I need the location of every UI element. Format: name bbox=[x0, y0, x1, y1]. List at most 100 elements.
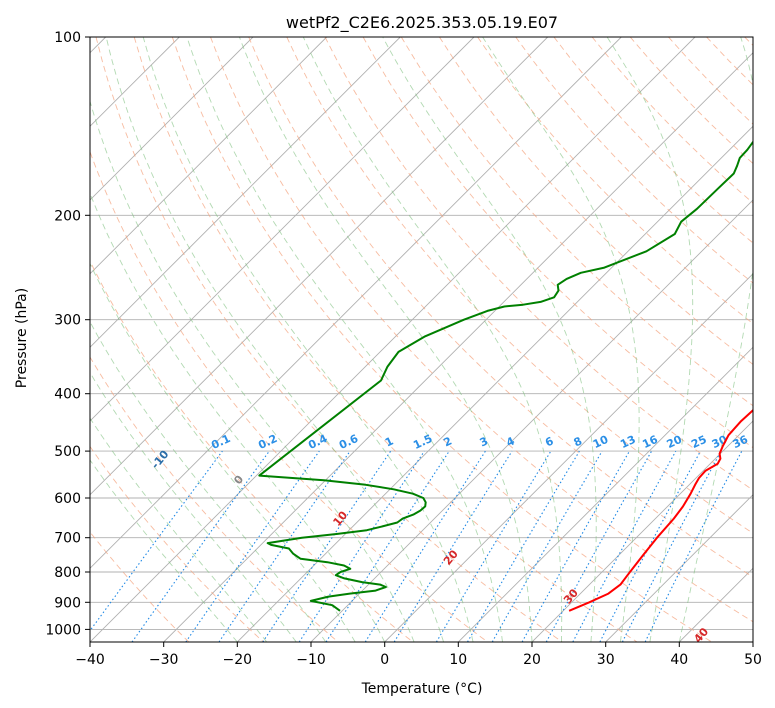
mixing-ratio-line bbox=[572, 450, 677, 642]
moist-adiabat-line bbox=[90, 320, 327, 642]
dry-adiabat-line bbox=[90, 445, 264, 642]
plot-area: 0.10.20.40.611.52346810131620253036-100-… bbox=[57, 37, 753, 642]
mixing-ratio-label: 0.1 bbox=[209, 432, 232, 452]
dewpoint-profile bbox=[258, 140, 753, 612]
y-tick-label: 300 bbox=[54, 313, 81, 329]
isotherm-line bbox=[90, 37, 696, 642]
moist-adiabat-line bbox=[606, 37, 694, 642]
dry-adiabat-line bbox=[324, 37, 753, 491]
isotherm-line bbox=[90, 37, 549, 496]
dry-adiabat-line bbox=[248, 37, 753, 578]
isotherm-line bbox=[236, 125, 753, 642]
y-tick-label: 600 bbox=[54, 491, 81, 507]
mixing-ratio-line bbox=[545, 450, 653, 642]
y-tick-label: 800 bbox=[54, 565, 81, 581]
moist-adiabat-line bbox=[90, 417, 268, 642]
y-axis-title: Pressure (hPa) bbox=[14, 288, 30, 388]
moist-adiabat-line bbox=[678, 37, 753, 642]
x-tick-label: −10 bbox=[296, 652, 326, 668]
x-tick-label: 20 bbox=[523, 652, 541, 668]
mixing-ratio-label: 36 bbox=[731, 433, 751, 451]
mixing-ratio-label: 25 bbox=[689, 433, 708, 451]
dry-adiabat-label: 20 bbox=[441, 547, 461, 567]
x-tick-label: −30 bbox=[149, 652, 179, 668]
isotherm-line bbox=[90, 37, 328, 275]
x-tick-label: 30 bbox=[597, 652, 615, 668]
mixing-ratio-line bbox=[298, 450, 425, 642]
dry-adiabat-line bbox=[744, 37, 753, 47]
x-tick-label: −20 bbox=[223, 652, 253, 668]
moist-adiabat-line bbox=[90, 192, 386, 642]
dry-adiabat-line bbox=[171, 37, 712, 642]
moist-adiabat-line bbox=[142, 37, 474, 642]
mixing-ratio-label: 10 bbox=[591, 433, 611, 451]
dry-adiabat-line bbox=[591, 37, 753, 204]
dry-adiabat-line bbox=[90, 356, 339, 642]
x-tick-label: 10 bbox=[449, 652, 467, 668]
mixing-ratio-label: 0.4 bbox=[306, 432, 329, 452]
y-tick-label: 700 bbox=[54, 531, 81, 547]
mixing-ratio-line bbox=[325, 450, 450, 642]
mixing-ratio-label: 1.5 bbox=[411, 432, 434, 452]
isotherm-line bbox=[310, 199, 753, 642]
mixing-ratio-line bbox=[218, 450, 351, 642]
isotherm-line bbox=[457, 346, 753, 642]
isotherm-line bbox=[752, 641, 753, 642]
mixing-ratio-line bbox=[521, 450, 630, 642]
y-tick-label: 400 bbox=[54, 387, 81, 403]
isotherm-line bbox=[678, 567, 753, 642]
moist-adiabat-line bbox=[302, 37, 563, 642]
y-tick-label: 1000 bbox=[45, 622, 81, 638]
axes: −40 −30 −20 −10 0 10 20 30 40 5010020030040050060… bbox=[45, 30, 762, 668]
dry-adiabat-label: -20 bbox=[57, 402, 80, 426]
dry-adiabat-line bbox=[133, 37, 638, 642]
mixing-ratio-line bbox=[393, 450, 513, 642]
moist-adiabat-line bbox=[90, 262, 356, 642]
mixing-ratio-label: 30 bbox=[710, 433, 730, 451]
isotherm-line bbox=[90, 37, 622, 569]
mixing-ratio-label: 3 bbox=[478, 434, 490, 449]
mixing-ratio-line bbox=[262, 450, 392, 642]
moist-adiabat-line bbox=[90, 459, 238, 642]
dry-adiabat-line bbox=[668, 37, 753, 125]
y-tick-label: 200 bbox=[54, 208, 81, 224]
mixing-ratio-line bbox=[467, 450, 580, 642]
x-tick-label: 0 bbox=[380, 652, 389, 668]
moist-adiabat-line bbox=[482, 37, 640, 642]
plot-frame bbox=[89, 36, 754, 643]
y-tick-label: 100 bbox=[54, 30, 81, 46]
mixing-ratio-line bbox=[185, 450, 320, 642]
moist-adiabat-line bbox=[186, 37, 503, 642]
isotherm-line bbox=[384, 273, 753, 642]
x-tick-label: −40 bbox=[75, 652, 105, 668]
isotherm-line bbox=[605, 494, 753, 642]
moist-adiabat-line bbox=[238, 37, 533, 642]
dry-adiabat-line bbox=[90, 150, 488, 642]
dry-adiabat-line bbox=[90, 259, 414, 642]
isotherm-line bbox=[90, 37, 401, 348]
mixing-ratio-line bbox=[644, 450, 743, 642]
temperature-profile bbox=[568, 408, 753, 612]
mixing-ratio-label: 1 bbox=[383, 434, 395, 449]
x-axis-title: Temperature (°C) bbox=[361, 681, 483, 697]
mixing-ratio-line bbox=[364, 450, 486, 642]
moist-adiabat-line bbox=[90, 99, 415, 642]
dry-adiabat-line bbox=[95, 37, 563, 642]
isotherm-line bbox=[163, 52, 753, 642]
mixing-ratio-label: 6 bbox=[543, 434, 556, 449]
mixing-ratio-line bbox=[131, 450, 270, 642]
dry-adiabat-line bbox=[439, 37, 753, 365]
mixing-ratio-label: 16 bbox=[640, 433, 660, 451]
dry-adiabat-line bbox=[477, 37, 753, 325]
isotherm-line bbox=[90, 37, 475, 422]
dry-adiabat-line bbox=[286, 37, 753, 534]
isotherm-line bbox=[90, 37, 254, 201]
mixing-ratio-line bbox=[90, 450, 223, 632]
moist-adiabat-line bbox=[105, 37, 445, 642]
y-tick-label: 900 bbox=[54, 595, 81, 611]
x-tick-label: 40 bbox=[670, 652, 688, 668]
y-tick-label: 500 bbox=[54, 444, 81, 460]
mixing-ratio-label: 20 bbox=[665, 433, 685, 451]
moist-adiabat-line bbox=[90, 371, 297, 642]
